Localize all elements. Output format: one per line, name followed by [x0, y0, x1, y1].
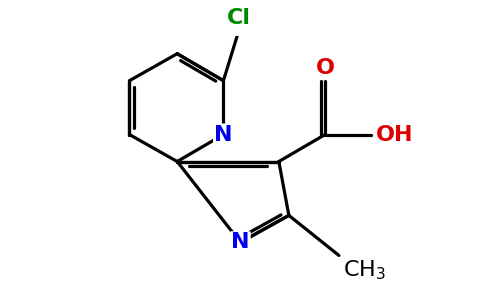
- Text: O: O: [316, 58, 334, 78]
- Text: CH$_3$: CH$_3$: [343, 259, 386, 282]
- Text: Cl: Cl: [227, 8, 251, 28]
- Text: N: N: [214, 124, 233, 145]
- Text: N: N: [231, 232, 250, 252]
- Text: OH: OH: [376, 124, 413, 145]
